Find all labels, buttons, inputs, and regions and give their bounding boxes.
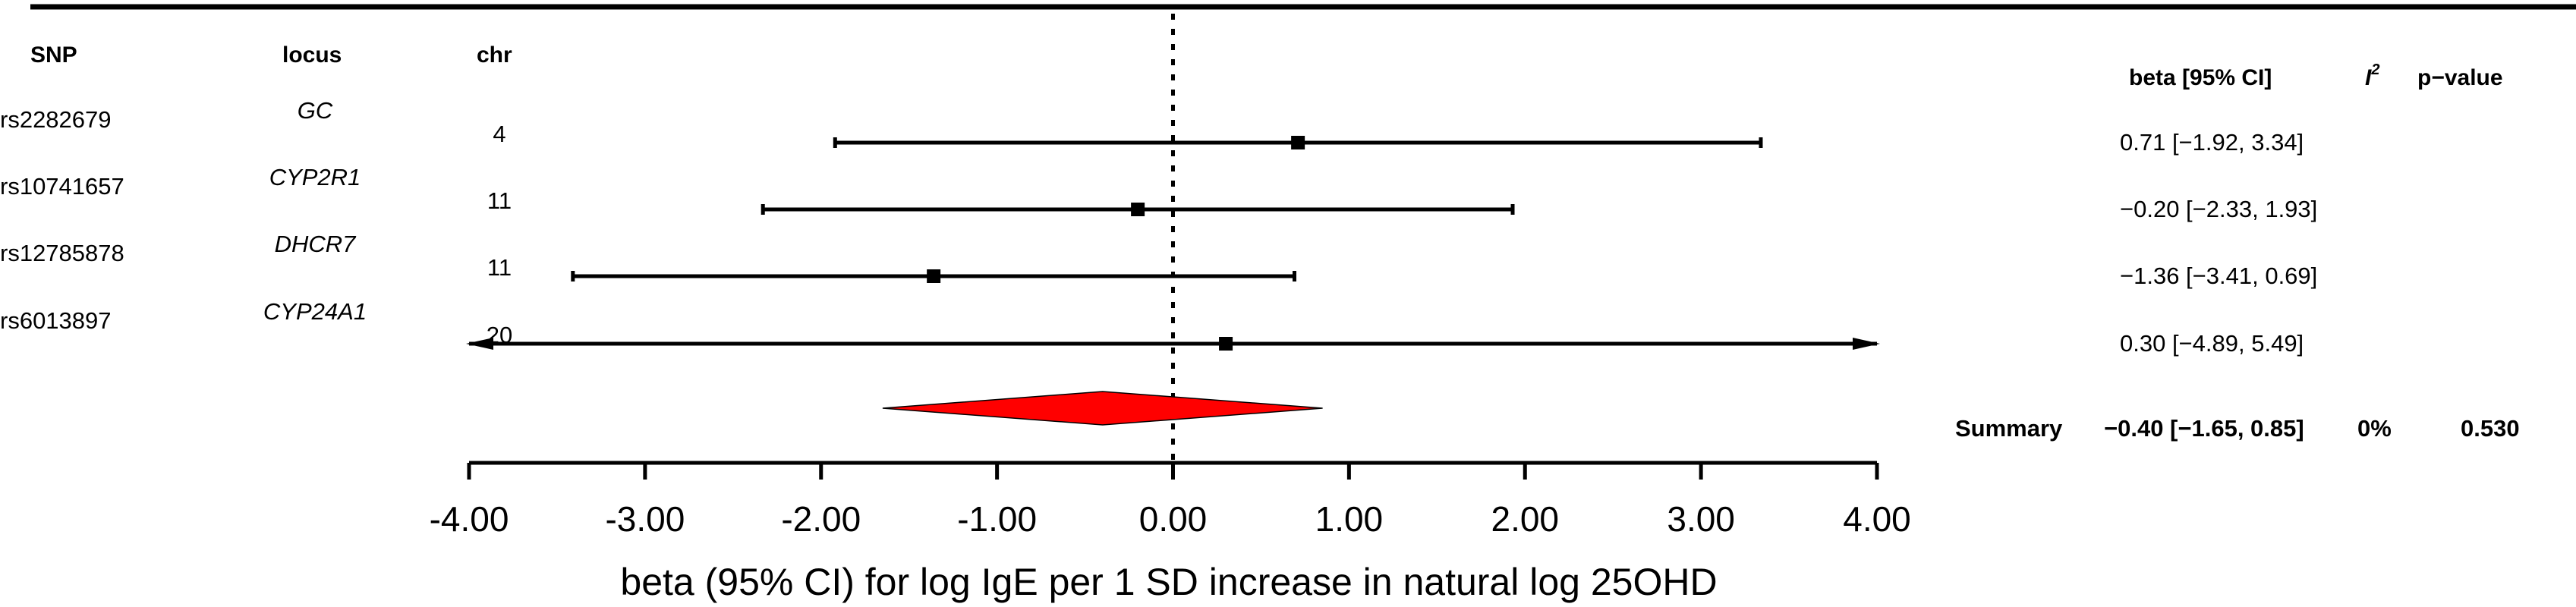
beta-ci-label: 0.30 [−4.89, 5.49]: [2120, 330, 2304, 357]
locus-label: DHCR7: [275, 231, 357, 257]
x-tick-label: -4.00: [430, 499, 509, 539]
summary-beta-ci: −0.40 [−1.65, 0.85]: [2104, 415, 2304, 442]
header-i2: I2: [2365, 61, 2379, 90]
chr-label: 4: [493, 121, 505, 147]
header-snp: SNP: [30, 42, 77, 68]
x-axis-label: beta (95% CI) for log IgE per 1 SD incre…: [620, 561, 1717, 603]
x-tick-label: -2.00: [781, 499, 861, 539]
summary-label: Summary: [1955, 415, 2063, 442]
study-row: rs12785878 DHCR7 11 −1.36 [−3.41, 0.69]: [0, 231, 2317, 289]
locus-label: CYP24A1: [263, 298, 367, 325]
point-estimate: [927, 269, 941, 283]
summary-row: Summary −0.40 [−1.65, 0.85] 0% 0.530: [882, 391, 2520, 442]
snp-label: rs2282679: [0, 106, 112, 133]
snp-label: rs6013897: [0, 307, 112, 334]
study-row: rs2282679 GC 4 0.71 [−1.92, 3.34]: [0, 97, 2304, 156]
beta-ci-label: −1.36 [−3.41, 0.69]: [2120, 263, 2317, 289]
x-axis-ticks: -4.00 -3.00 -2.00 -1.00 0.00 1.00 2.00 3.00 4.00: [430, 463, 1911, 539]
locus-label: CYP2R1: [269, 164, 361, 190]
header-chr: chr: [477, 42, 512, 68]
x-tick-label: 3.00: [1667, 499, 1735, 539]
x-tick-label: 4.00: [1843, 499, 1911, 539]
summary-p-value: 0.530: [2461, 415, 2520, 442]
x-tick-label: 1.00: [1315, 499, 1384, 539]
header-beta-ci: beta [95% CI]: [2129, 65, 2272, 90]
study-rows: rs2282679 GC 4 0.71 [−1.92, 3.34] rs10741657…: [0, 97, 2317, 357]
x-tick-label: -3.00: [605, 499, 685, 539]
header-locus: locus: [282, 42, 342, 68]
x-tick-label: 2.00: [1491, 499, 1559, 539]
beta-ci-label: −0.20 [−2.33, 1.93]: [2120, 196, 2317, 222]
study-row: rs10741657 CYP2R1 11 −0.20 [−2.33, 1.93]: [0, 164, 2317, 222]
chr-label: 11: [487, 187, 512, 214]
snp-label: rs12785878: [0, 240, 124, 266]
x-tick-label: -1.00: [957, 499, 1037, 539]
header-p-value: p−value: [2417, 65, 2503, 90]
ci-arrow-left: [466, 338, 493, 350]
point-estimate: [1131, 203, 1145, 216]
x-tick-label: 0.00: [1139, 499, 1208, 539]
summary-diamond: [882, 391, 1323, 426]
beta-ci-label: 0.71 [−1.92, 3.34]: [2120, 129, 2304, 156]
point-estimate: [1219, 337, 1233, 351]
ci-arrow-right: [1853, 338, 1880, 350]
snp-label: rs10741657: [0, 173, 124, 200]
summary-i2: 0%: [2357, 415, 2392, 442]
locus-label: GC: [298, 97, 333, 124]
chr-label: 11: [487, 254, 512, 281]
header-i2-letter: I: [2365, 65, 2372, 90]
point-estimate: [1291, 136, 1305, 149]
header-i2-superscript: 2: [2370, 61, 2379, 78]
